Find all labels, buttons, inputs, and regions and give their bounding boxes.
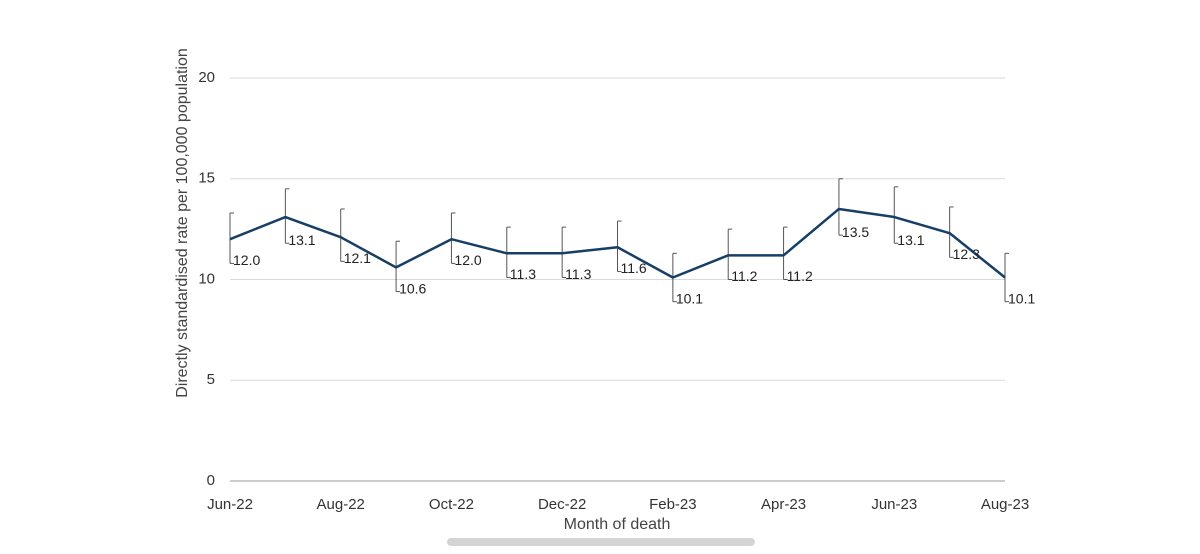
x-tick-label: Apr-23 <box>761 496 806 513</box>
value-label: 13.1 <box>288 232 315 248</box>
error-bar <box>893 186 899 244</box>
y-tick-label: 15 <box>198 170 215 187</box>
value-label: 10.1 <box>676 290 703 306</box>
x-axis-title: Month of death <box>564 516 671 533</box>
x-tick-label: Aug-22 <box>317 496 365 513</box>
value-label: 12.1 <box>344 250 371 266</box>
value-label: 11.3 <box>565 266 591 282</box>
value-label: 12.3 <box>953 246 980 262</box>
scrollbar[interactable] <box>447 538 755 546</box>
x-tick-label: Aug-23 <box>981 496 1029 513</box>
error-bar <box>340 208 345 262</box>
value-label: 13.1 <box>897 232 924 248</box>
y-axis-title: Directly standardised rate per 100,000 p… <box>174 48 191 398</box>
y-tick-label: 20 <box>198 69 215 86</box>
y-tick-label: 0 <box>207 472 215 489</box>
value-label: 11.2 <box>787 268 813 284</box>
value-label: 10.6 <box>399 280 426 296</box>
x-tick-label: Dec-22 <box>538 496 586 513</box>
value-label: 11.2 <box>731 268 757 284</box>
x-tick-label: Jun-23 <box>871 496 917 513</box>
value-label: 13.5 <box>842 224 869 240</box>
value-label: 11.6 <box>621 260 647 276</box>
value-label: 10.1 <box>1008 290 1035 306</box>
value-label: 12.0 <box>233 252 260 268</box>
error-bar <box>838 178 843 236</box>
y-tick-label: 10 <box>198 270 215 287</box>
value-label: 12.0 <box>454 252 481 268</box>
x-tick-label: Feb-23 <box>649 496 697 513</box>
y-tick-label: 5 <box>207 371 215 388</box>
error-bar <box>783 226 788 280</box>
x-tick-label: Jun-22 <box>207 496 253 513</box>
line <box>229 207 1006 279</box>
x-tick-label: Oct-22 <box>429 496 474 513</box>
value-label: 11.3 <box>510 266 536 282</box>
